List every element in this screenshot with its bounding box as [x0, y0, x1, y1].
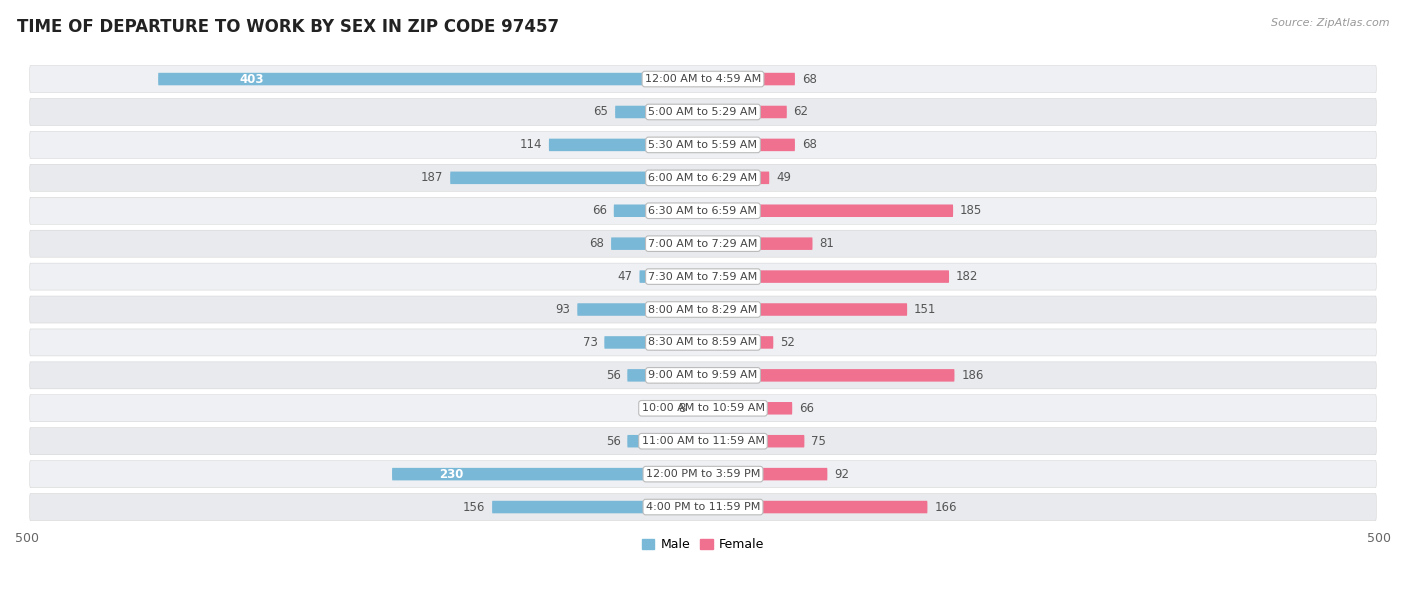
Text: 186: 186	[962, 369, 984, 382]
FancyBboxPatch shape	[703, 369, 955, 381]
FancyBboxPatch shape	[30, 230, 1376, 257]
FancyBboxPatch shape	[703, 336, 773, 349]
Text: 11:00 AM to 11:59 AM: 11:00 AM to 11:59 AM	[641, 436, 765, 446]
Text: 92: 92	[834, 468, 849, 481]
Text: 156: 156	[463, 500, 485, 513]
Text: 8: 8	[678, 402, 685, 415]
Text: 187: 187	[420, 171, 443, 184]
Text: 66: 66	[592, 204, 607, 217]
Text: 114: 114	[520, 139, 543, 151]
FancyBboxPatch shape	[30, 65, 1376, 93]
Text: 49: 49	[776, 171, 792, 184]
FancyBboxPatch shape	[703, 73, 794, 85]
FancyBboxPatch shape	[703, 106, 787, 118]
Text: 182: 182	[956, 270, 979, 283]
Text: 166: 166	[934, 500, 956, 513]
Text: 8:30 AM to 8:59 AM: 8:30 AM to 8:59 AM	[648, 337, 758, 347]
FancyBboxPatch shape	[30, 493, 1376, 521]
FancyBboxPatch shape	[614, 205, 703, 217]
Text: 12:00 PM to 3:59 PM: 12:00 PM to 3:59 PM	[645, 469, 761, 479]
FancyBboxPatch shape	[703, 303, 907, 316]
FancyBboxPatch shape	[578, 303, 703, 316]
Text: 403: 403	[240, 73, 264, 86]
FancyBboxPatch shape	[605, 336, 703, 349]
Text: 185: 185	[960, 204, 983, 217]
Text: 56: 56	[606, 435, 620, 447]
FancyBboxPatch shape	[627, 435, 703, 447]
FancyBboxPatch shape	[30, 362, 1376, 389]
Text: Source: ZipAtlas.com: Source: ZipAtlas.com	[1271, 18, 1389, 28]
FancyBboxPatch shape	[492, 501, 703, 513]
Text: 4:00 PM to 11:59 PM: 4:00 PM to 11:59 PM	[645, 502, 761, 512]
Text: 10:00 AM to 10:59 AM: 10:00 AM to 10:59 AM	[641, 403, 765, 414]
Text: 68: 68	[801, 73, 817, 86]
FancyBboxPatch shape	[392, 468, 703, 480]
Text: 47: 47	[617, 270, 633, 283]
FancyBboxPatch shape	[30, 131, 1376, 158]
FancyBboxPatch shape	[640, 270, 703, 283]
FancyBboxPatch shape	[703, 139, 794, 151]
Text: 66: 66	[799, 402, 814, 415]
Text: 6:30 AM to 6:59 AM: 6:30 AM to 6:59 AM	[648, 206, 758, 216]
Text: 68: 68	[589, 237, 605, 250]
Text: 68: 68	[801, 139, 817, 151]
Text: 75: 75	[811, 435, 827, 447]
Text: 8:00 AM to 8:29 AM: 8:00 AM to 8:29 AM	[648, 305, 758, 315]
FancyBboxPatch shape	[30, 329, 1376, 356]
FancyBboxPatch shape	[703, 435, 804, 447]
FancyBboxPatch shape	[614, 106, 703, 118]
Text: 12:00 AM to 4:59 AM: 12:00 AM to 4:59 AM	[645, 74, 761, 84]
FancyBboxPatch shape	[703, 402, 792, 415]
Text: 56: 56	[606, 369, 620, 382]
FancyBboxPatch shape	[30, 461, 1376, 488]
FancyBboxPatch shape	[30, 296, 1376, 323]
FancyBboxPatch shape	[548, 139, 703, 151]
Text: 65: 65	[593, 105, 609, 118]
Text: 7:30 AM to 7:59 AM: 7:30 AM to 7:59 AM	[648, 271, 758, 281]
FancyBboxPatch shape	[30, 394, 1376, 422]
FancyBboxPatch shape	[627, 369, 703, 381]
Text: 7:00 AM to 7:29 AM: 7:00 AM to 7:29 AM	[648, 239, 758, 249]
Text: 6:00 AM to 6:29 AM: 6:00 AM to 6:29 AM	[648, 173, 758, 183]
Text: 81: 81	[820, 237, 834, 250]
Text: 5:00 AM to 5:29 AM: 5:00 AM to 5:29 AM	[648, 107, 758, 117]
FancyBboxPatch shape	[692, 402, 703, 415]
FancyBboxPatch shape	[703, 171, 769, 184]
FancyBboxPatch shape	[703, 237, 813, 250]
Text: 52: 52	[780, 336, 794, 349]
Text: 73: 73	[582, 336, 598, 349]
FancyBboxPatch shape	[703, 270, 949, 283]
Text: TIME OF DEPARTURE TO WORK BY SEX IN ZIP CODE 97457: TIME OF DEPARTURE TO WORK BY SEX IN ZIP …	[17, 18, 560, 36]
FancyBboxPatch shape	[30, 164, 1376, 192]
Text: 62: 62	[793, 105, 808, 118]
FancyBboxPatch shape	[157, 73, 703, 85]
FancyBboxPatch shape	[30, 198, 1376, 224]
Text: 230: 230	[439, 468, 463, 481]
FancyBboxPatch shape	[30, 263, 1376, 290]
FancyBboxPatch shape	[450, 171, 703, 184]
FancyBboxPatch shape	[703, 501, 928, 513]
Text: 93: 93	[555, 303, 571, 316]
FancyBboxPatch shape	[30, 428, 1376, 455]
FancyBboxPatch shape	[612, 237, 703, 250]
Text: 5:30 AM to 5:59 AM: 5:30 AM to 5:59 AM	[648, 140, 758, 150]
FancyBboxPatch shape	[703, 205, 953, 217]
Legend: Male, Female: Male, Female	[637, 534, 769, 556]
FancyBboxPatch shape	[703, 468, 827, 480]
Text: 151: 151	[914, 303, 936, 316]
Text: 9:00 AM to 9:59 AM: 9:00 AM to 9:59 AM	[648, 370, 758, 380]
FancyBboxPatch shape	[30, 99, 1376, 126]
